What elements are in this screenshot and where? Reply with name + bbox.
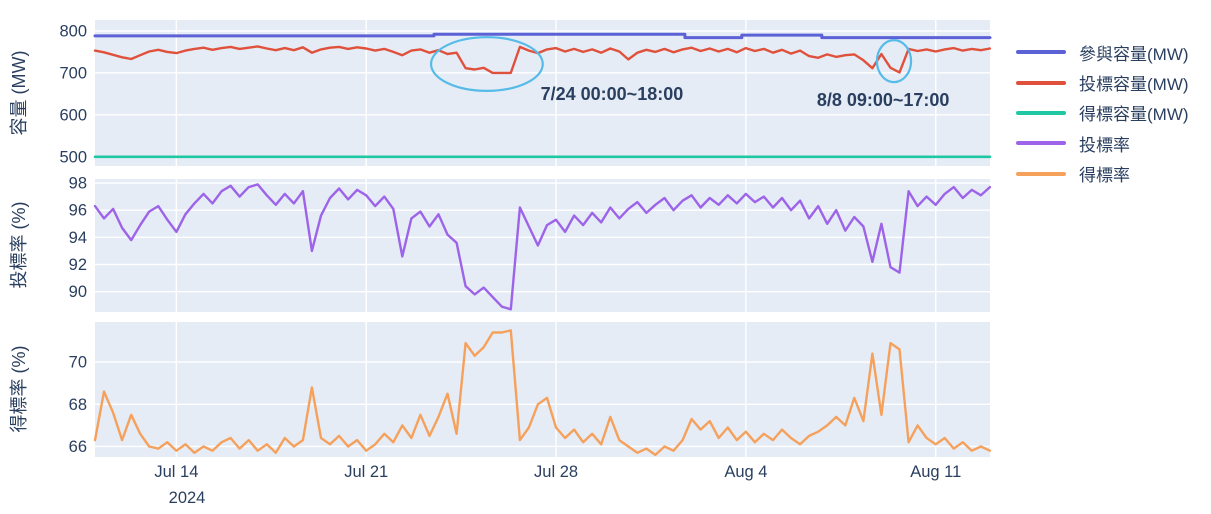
series-line-參與容量(MW)[interactable] — [93, 32, 992, 40]
y-tick-label: 94 — [69, 229, 87, 247]
y-tick-label: 90 — [69, 283, 87, 301]
legend-swatch-award-rate — [1016, 171, 1066, 176]
y-axis-title-capacity: 容量 (MW) — [9, 51, 29, 136]
y-tick-label: 96 — [69, 202, 87, 220]
legend: 參與容量(MW) 投標容量(MW) 得標容量(MW) 投標率 得標率 — [1016, 37, 1189, 189]
series-line-得標率[interactable] — [93, 329, 992, 457]
y-tick-label: 70 — [69, 354, 87, 372]
plot-area-panel-2[interactable] — [95, 322, 990, 457]
y-tick-label: 68 — [69, 396, 87, 414]
legend-item-participation-capacity[interactable]: 參與容量(MW) — [1016, 37, 1189, 67]
legend-label: 投標率 — [1079, 135, 1130, 155]
annotation-aug8-label: 8/8 09:00~17:00 — [817, 90, 950, 110]
x-tick-label: Jul 14 — [154, 463, 198, 481]
legend-swatch-participation-capacity — [1016, 50, 1066, 55]
x-tick-label: Jul 21 — [344, 463, 388, 481]
legend-swatch-awarded-capacity — [1016, 110, 1066, 115]
legend-swatch-bid-capacity — [1016, 80, 1066, 85]
y-tick-label: 700 — [59, 64, 87, 82]
x-tick-label: Aug 11 — [910, 463, 961, 481]
legend-label: 得標容量(MW) — [1079, 105, 1189, 125]
x-tick-label: Jul 28 — [534, 463, 578, 481]
y-tick-label: 98 — [69, 175, 87, 193]
y-axis-title-bid-rate: 投標率 (%) — [9, 202, 29, 289]
y-axis-title-award-rate: 得標率 (%) — [9, 346, 29, 433]
legend-label: 投標容量(MW) — [1079, 75, 1189, 95]
x-axis-year-label: 2024 — [169, 489, 206, 507]
legend-item-bid-rate[interactable]: 投標率 — [1016, 128, 1189, 158]
y-tick-label: 600 — [59, 106, 87, 124]
legend-label: 參與容量(MW) — [1079, 44, 1189, 64]
legend-item-bid-capacity[interactable]: 投標容量(MW) — [1016, 67, 1189, 97]
y-tick-label: 66 — [69, 438, 87, 456]
y-tick-label: 800 — [59, 22, 87, 40]
annotation-jul24-label: 7/24 00:00~18:00 — [541, 84, 684, 104]
legend-label: 得標率 — [1079, 166, 1130, 186]
series-line-投標率[interactable] — [93, 183, 992, 311]
plot-area-panel-0[interactable] — [95, 20, 990, 166]
event-ellipse-jul24 — [429, 36, 544, 93]
event-ellipse-aug8 — [875, 39, 913, 84]
series-line-投標容量(MW)[interactable] — [93, 45, 992, 75]
legend-item-awarded-capacity[interactable]: 得標容量(MW) — [1016, 98, 1189, 128]
y-tick-label: 92 — [69, 256, 87, 274]
plot-area-panel-1[interactable] — [95, 179, 990, 312]
legend-swatch-bid-rate — [1016, 141, 1066, 146]
x-tick-label: Aug 4 — [724, 463, 767, 481]
y-tick-label: 500 — [59, 148, 87, 166]
legend-item-award-rate[interactable]: 得標率 — [1016, 159, 1189, 189]
